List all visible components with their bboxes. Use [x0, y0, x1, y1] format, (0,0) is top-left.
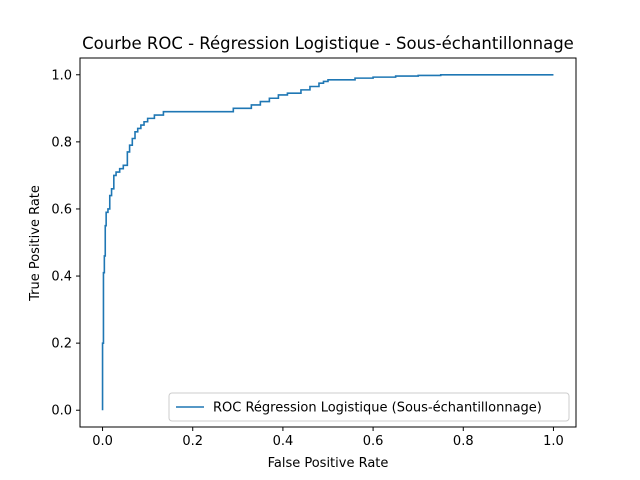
- x-tick-label: 0.0: [92, 434, 113, 449]
- y-tick-label: 0.4: [51, 270, 72, 285]
- y-tick-label: 0.6: [51, 202, 72, 217]
- x-axis-label: False Positive Rate: [268, 456, 389, 471]
- y-tick-label: 0.2: [51, 337, 72, 352]
- axes-frame: [79, 57, 577, 428]
- x-tick-label: 0.2: [182, 434, 203, 449]
- y-tick-label: 0.0: [51, 404, 72, 419]
- x-tick-label: 0.8: [453, 434, 474, 449]
- y-tick-label: 0.8: [51, 135, 72, 150]
- x-tick-label: 0.4: [273, 434, 294, 449]
- legend-box: [168, 392, 570, 422]
- legend-entry-label: ROC Régression Logistique (Sous-échantil…: [213, 401, 542, 416]
- y-tick-label: 1.0: [51, 68, 72, 83]
- y-axis-label: True Positive Rate: [28, 185, 43, 302]
- chart-title: Courbe ROC - Régression Logistique - Sou…: [82, 34, 574, 53]
- x-tick-label: 0.6: [363, 434, 384, 449]
- legend: ROC Régression Logistique (Sous-échantil…: [168, 392, 570, 422]
- axes: 0.0 0.2 0.4 0.6 0.8 1.0 0.0 0.2 0.4 0.6 0.8 1.0: [51, 57, 577, 449]
- plot-area: [101, 73, 554, 411]
- x-tick-label: 1.0: [543, 434, 564, 449]
- roc-curve-line-0: [101, 73, 554, 411]
